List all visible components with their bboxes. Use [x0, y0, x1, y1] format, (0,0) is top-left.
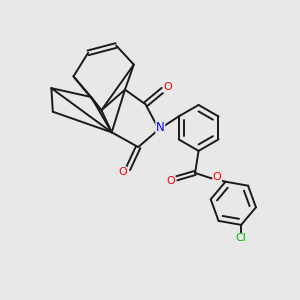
Text: O: O	[166, 176, 175, 186]
Text: O: O	[213, 172, 221, 182]
Text: Cl: Cl	[236, 233, 247, 243]
Text: O: O	[163, 82, 172, 92]
Text: N: N	[156, 122, 165, 134]
Text: O: O	[118, 167, 127, 177]
